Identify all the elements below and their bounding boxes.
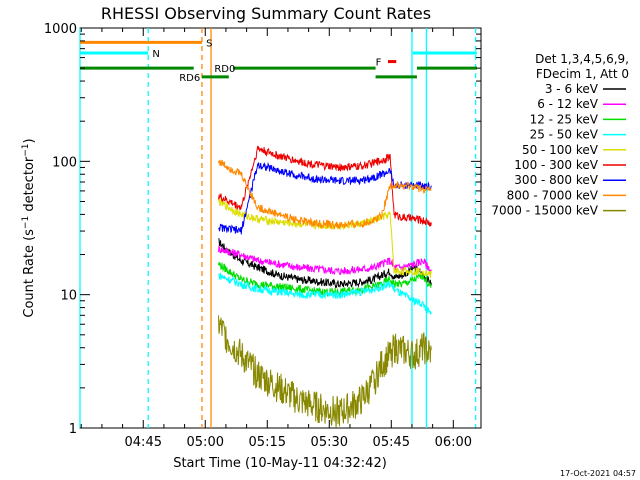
x-axis: 04:45 05:00 05:15 05:30 05:45 06:00 <box>80 28 472 450</box>
y-tick-label-2: 100 <box>52 155 77 170</box>
state-bar-label-1: N <box>152 49 159 60</box>
x-tick-label-3: 05:30 <box>311 435 348 450</box>
series-line-0 <box>218 238 432 289</box>
state-bar-label-4: RD6 <box>179 73 200 84</box>
series-layer <box>218 145 432 428</box>
legend-label-7: 800 - 7000 keV <box>507 188 599 202</box>
x-tick-label-4: 05:45 <box>373 435 410 450</box>
x-tick-label-5: 06:00 <box>435 435 472 450</box>
series-line-4 <box>218 198 432 279</box>
legend-header-line1: Det 1,3,4,5,6,9, <box>535 52 629 66</box>
series-line-1 <box>218 244 432 276</box>
legend-label-2: 12 - 25 keV <box>530 112 599 126</box>
y-axis-label: Count Rate (s−1 detector−1) <box>21 138 37 317</box>
legend-label-0: 3 - 6 keV <box>545 82 599 96</box>
series-line-2 <box>218 261 432 298</box>
series-line-8 <box>218 315 432 428</box>
y-tick-label-1: 10 <box>60 289 77 304</box>
state-bars: S N F RD0 RD6 <box>80 38 477 84</box>
y-tick-label-0: 1 <box>69 422 77 437</box>
series-line-5 <box>218 145 432 227</box>
event-lines <box>79 28 477 428</box>
x-tick-label-1: 05:00 <box>187 435 224 450</box>
plot-frame <box>79 27 482 429</box>
series-line-7 <box>218 159 432 231</box>
legend: Det 1,3,4,5,6,9, FDecim 1, Att 0 3 - 6 k… <box>491 52 629 218</box>
y-tick-label-3: 1000 <box>44 22 77 37</box>
state-bar-label-0: S <box>206 38 212 49</box>
series-line-6 <box>218 161 432 235</box>
state-bar-label-3: RD0 <box>214 64 235 75</box>
chart-title: RHESSI Observing Summary Count Rates <box>101 4 431 23</box>
x-tick-label-0: 04:45 <box>125 435 162 450</box>
series-line-3 <box>218 272 432 316</box>
legend-label-4: 50 - 100 keV <box>522 143 599 157</box>
legend-label-3: 25 - 50 keV <box>530 128 599 142</box>
y-axis: 1 10 100 1000 <box>44 22 481 437</box>
legend-label-1: 6 - 12 keV <box>537 97 599 111</box>
x-tick-label-2: 05:15 <box>249 435 286 450</box>
legend-label-8: 7000 - 15000 keV <box>491 204 598 218</box>
state-bar-label-2: F <box>376 58 382 69</box>
legend-label-5: 100 - 300 keV <box>514 158 598 172</box>
legend-header-line2: FDecim 1, Att 0 <box>536 67 629 81</box>
generated-timestamp: 17-Oct-2021 04:57 <box>560 469 636 478</box>
x-axis-label: Start Time (10-May-11 04:32:42) <box>173 456 387 471</box>
legend-label-6: 300 - 800 keV <box>514 173 598 187</box>
